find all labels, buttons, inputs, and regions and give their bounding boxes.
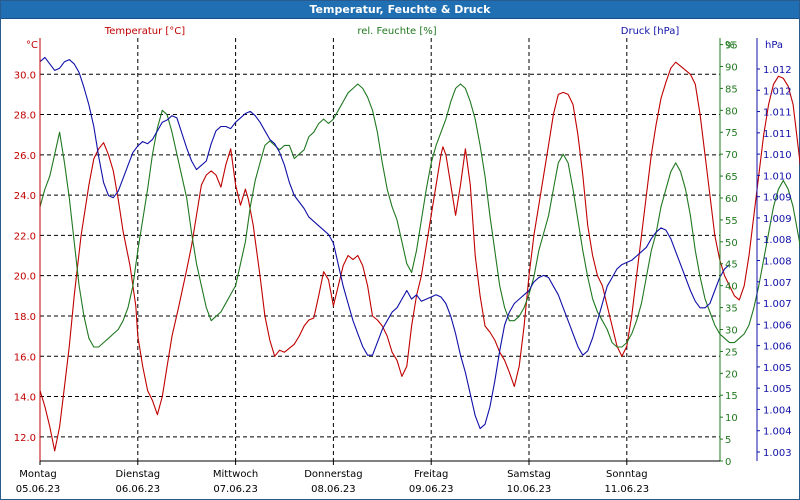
hum-tick-label: 55 [725,216,738,227]
press-tick-label: 1.007 [763,299,792,310]
series-legend-label: rel. Feuchte [%] [357,26,436,37]
series-legend-label: Druck [hPa] [621,26,680,37]
press-tick-label: 1.010 [763,150,792,161]
x-tick-date-label: 11.06.23 [605,484,650,495]
press-tick-label: 1.005 [763,363,792,374]
press-tick-label: 1.010 [763,171,792,182]
x-tick-day-label: Montag [19,469,56,480]
press-tick-label: 1.004 [763,427,792,438]
hum-tick-label: 70 [725,150,738,161]
press-tick-label: 1.011 [763,129,792,140]
series-line-temp [39,61,800,452]
hum-tick-label: 15 [725,391,738,402]
press-tick-label: 1.003 [763,448,792,459]
axes [39,38,760,465]
series-line-hum [39,83,800,348]
hum-tick-label: 60 [725,194,738,205]
temp-unit-label: °C [26,40,38,51]
hum-tick-label: 5 [725,435,731,446]
temp-tick-label: 16.0 [14,352,36,363]
hum-tick-label: 30 [725,325,738,336]
press-tick-label: 1.007 [763,278,792,289]
x-tick-date-label: 05.06.23 [16,484,61,495]
temp-tick-label: 20.0 [14,272,36,283]
hum-unit-label: % [725,40,735,51]
temp-tick-label: 12.0 [14,433,36,444]
temp-tick-label: 18.0 [14,312,36,323]
press-tick-label: 1.004 [763,405,792,416]
press-tick-label: 1.005 [763,384,792,395]
hum-tick-label: 80 [725,106,738,117]
hum-tick-label: 40 [725,282,738,293]
x-tick-day-label: Sonntag [606,469,648,480]
x-tick-date-label: 07.06.23 [213,484,258,495]
press-tick-label: 1.009 [763,214,792,225]
x-tick-date-label: 06.06.23 [116,484,161,495]
press-tick-label: 1.012 [763,65,792,76]
series-legend-label: Temperatur [°C] [104,26,185,37]
hum-tick-label: 85 [725,84,738,95]
temp-tick-label: 22.0 [14,231,36,242]
press-unit-label: hPa [765,40,783,51]
x-tick-day-label: Samstag [507,469,551,480]
x-tick-day-label: Mittwoch [213,469,258,480]
press-tick-label: 1.006 [763,342,792,353]
series-layer [39,56,800,452]
temp-tick-label: 26.0 [14,151,36,162]
press-tick-label: 1.012 [763,86,792,97]
hum-tick-label: 0 [725,457,731,468]
x-tick-day-label: Dienstag [116,469,161,480]
temp-tick-label: 14.0 [14,393,36,404]
x-tick-date-label: 09.06.23 [409,484,454,495]
hum-tick-label: 50 [725,238,738,249]
hum-tick-label: 65 [725,172,738,183]
press-tick-label: 1.006 [763,320,792,331]
grid [40,38,720,461]
hum-tick-label: 10 [725,413,738,424]
press-tick-label: 1.008 [763,235,792,246]
hum-tick-label: 95 [725,41,738,52]
press-tick-label: 1.009 [763,193,792,204]
x-tick-day-label: Freitag [414,469,448,480]
x-tick-date-label: 08.06.23 [311,484,356,495]
temp-tick-label: 28.0 [14,111,36,122]
series-line-press [39,56,730,430]
hum-tick-label: 25 [725,347,738,358]
hum-tick-label: 45 [725,260,738,271]
temp-tick-label: 24.0 [14,191,36,202]
labels: 30.0 28.0 26.0 24.0 22.0 20.0 18.0 16.0 14.0 12.0… [14,26,792,495]
press-tick-label: 1.008 [763,257,792,268]
temp-tick-label: 30.0 [14,70,36,81]
x-tick-date-label: 10.06.23 [507,484,552,495]
chart-title-bar: Temperatur, Feuchte & Druck [1,1,799,19]
hum-tick-label: 90 [725,62,738,73]
hum-tick-label: 75 [725,128,738,139]
chart-title: Temperatur, Feuchte & Druck [309,3,491,16]
press-tick-label: 1.011 [763,108,792,119]
x-tick-day-label: Donnerstag [304,469,362,480]
hum-tick-label: 35 [725,304,738,315]
hum-tick-label: 20 [725,369,738,380]
